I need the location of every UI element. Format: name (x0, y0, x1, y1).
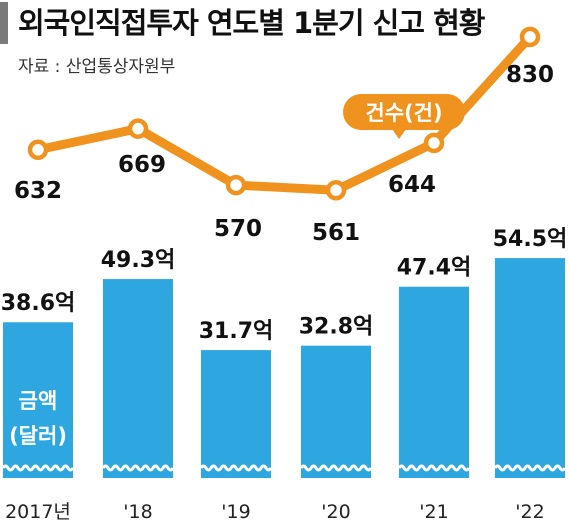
bar-0 (3, 322, 73, 478)
bar-4 (399, 286, 469, 478)
bar-value-label-5: 54.5억 (493, 227, 568, 252)
line-point-1 (127, 118, 149, 139)
bar-wave-2 (199, 464, 273, 472)
line-point-5 (519, 26, 541, 48)
bar-wave-1 (101, 464, 175, 472)
bar-series-label-line1: 금액 (19, 389, 58, 413)
x-tick-label-4: '21 (419, 501, 448, 523)
label-layer: 38.6억 49.3억 31.7억 32.8억 47.4억 54.5억 2017년 '18 '1… (1, 62, 568, 523)
bar-3 (301, 345, 371, 478)
bar-wave-4 (397, 464, 471, 472)
bar-value-label-3: 32.8억 (299, 315, 374, 340)
title-accent-bar (0, 2, 8, 44)
x-tick-label-2: '19 (221, 501, 250, 523)
x-tick-label-0: 2017년 (5, 501, 71, 523)
bar-series-label-line2: (달러) (9, 424, 67, 448)
bar-value-label-1: 49.3억 (101, 248, 176, 273)
legend-pointer (392, 129, 406, 139)
x-tick-label-3: '20 (321, 501, 350, 523)
bar-value-label-4: 47.4억 (397, 256, 472, 281)
line-value-label-4: 644 (388, 172, 436, 198)
line-point-0 (27, 139, 49, 161)
bar-wave-0 (1, 464, 75, 472)
x-tick-label-1: '18 (123, 501, 152, 523)
bar-wave-3 (299, 464, 373, 472)
line-value-label-0: 632 (14, 178, 62, 204)
line-point-3 (325, 179, 347, 201)
x-tick-label-5: '22 (515, 501, 544, 523)
chart-source: 자료 : 산업통상자원부 (18, 57, 176, 77)
legend-pill (343, 94, 465, 130)
line-value-label-3: 561 (312, 220, 360, 246)
bar-wave-5 (493, 464, 567, 472)
bar-value-label-0: 38.6억 (1, 291, 76, 316)
bar-5 (495, 258, 565, 478)
legend-label: 건수(건) (365, 101, 442, 125)
legend: 건수(건) (343, 94, 465, 139)
bar-2 (201, 350, 271, 478)
bar-value-label-2: 31.7억 (199, 319, 274, 344)
wave-break-layer (1, 464, 567, 472)
bar-1 (103, 279, 173, 478)
chart-title: 외국인직접투자 연도별 1분기 신고 현황 (18, 6, 485, 40)
line-point-2 (225, 174, 247, 196)
line-value-label-2: 570 (214, 216, 262, 242)
bar-layer (3, 258, 565, 478)
line-value-label-5: 830 (506, 62, 554, 88)
line-point-4 (423, 132, 445, 154)
line-value-label-1: 669 (118, 152, 166, 178)
